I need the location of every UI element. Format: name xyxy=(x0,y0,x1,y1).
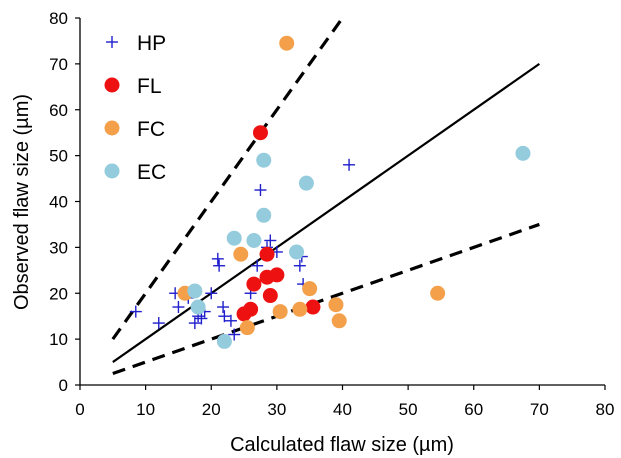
x-tick-label: 80 xyxy=(596,400,615,419)
y-ticks: 0 10 20 30 40 50 60 70 80 xyxy=(49,9,80,395)
parity-line xyxy=(112,62,541,363)
data-point-ec xyxy=(246,232,262,248)
data-point-ec xyxy=(226,230,242,246)
x-tick-label: 30 xyxy=(267,400,286,419)
y-tick-label: 20 xyxy=(49,284,68,303)
data-point-ec xyxy=(515,145,531,161)
x-tick-label: 40 xyxy=(333,400,352,419)
data-point-hp xyxy=(213,259,226,272)
x-tick-label: 60 xyxy=(464,400,483,419)
data-point-hp xyxy=(343,158,356,171)
x-tick-label: 20 xyxy=(202,400,221,419)
data-point-hp xyxy=(211,252,224,265)
data-point-fc xyxy=(328,297,344,313)
legend-marker-fc xyxy=(104,120,120,136)
data-point-hp xyxy=(224,314,237,327)
data-point-ec xyxy=(298,175,314,191)
data-point-ec xyxy=(190,299,206,315)
legend-label-hp: HP xyxy=(137,32,166,55)
bound-line-dashed xyxy=(111,17,344,341)
legend-marker-ec xyxy=(104,163,120,179)
data-point-hp xyxy=(172,301,185,314)
y-tick-label: 80 xyxy=(49,9,68,28)
data-point-fl xyxy=(243,301,259,317)
data-points xyxy=(129,35,531,349)
data-point-hp xyxy=(205,287,218,300)
data-point-fl xyxy=(305,299,321,315)
data-point-fc xyxy=(233,246,249,262)
data-point-hp xyxy=(152,317,165,330)
x-tick-label: 0 xyxy=(75,400,84,419)
data-point-fl xyxy=(269,267,285,283)
y-tick-label: 70 xyxy=(49,55,68,74)
x-tick-label: 10 xyxy=(136,400,155,419)
data-point-hp xyxy=(251,259,264,272)
data-point-hp xyxy=(264,234,277,247)
data-point-fc xyxy=(430,285,446,301)
x-tick-label: 50 xyxy=(399,400,418,419)
y-tick-label: 40 xyxy=(49,193,68,212)
legend-label-fc: FC xyxy=(137,118,165,141)
data-point-hp xyxy=(217,301,230,314)
data-point-fl xyxy=(259,246,275,262)
data-point-fc xyxy=(302,281,318,297)
legend-marker-hp xyxy=(106,36,118,48)
x-tick-label: 70 xyxy=(530,400,549,419)
y-tick-label: 10 xyxy=(49,330,68,349)
legend-marker-fl xyxy=(104,77,120,93)
data-point-hp xyxy=(228,328,241,341)
x-axis-title: Calculated flaw size (µm) xyxy=(230,434,454,456)
data-point-fc xyxy=(331,313,347,329)
data-point-hp xyxy=(293,259,306,272)
data-point-hp xyxy=(188,317,201,330)
data-point-ec xyxy=(216,333,232,349)
y-tick-label: 50 xyxy=(49,147,68,166)
bound-line-dashed xyxy=(112,222,540,376)
legend-label-fl: FL xyxy=(137,75,162,98)
data-point-ec xyxy=(289,244,305,260)
data-point-fl xyxy=(262,288,278,304)
data-point-hp xyxy=(218,310,231,323)
legend-label-ec: EC xyxy=(137,161,166,184)
data-point-fc xyxy=(239,320,255,336)
legend: HP FL FC EC xyxy=(104,32,166,184)
data-point-hp xyxy=(129,305,142,318)
data-point-ec xyxy=(256,152,272,168)
y-tick-label: 0 xyxy=(59,376,68,395)
x-ticks: 0 10 20 30 40 50 60 70 80 xyxy=(75,385,614,419)
reference-lines xyxy=(111,17,541,376)
data-point-fc xyxy=(279,35,295,51)
data-point-fc xyxy=(272,304,288,320)
data-point-hp xyxy=(195,312,208,325)
y-tick-label: 30 xyxy=(49,238,68,257)
data-point-ec xyxy=(187,283,203,299)
y-axis-title: Observed flaw size (µm) xyxy=(11,94,33,310)
y-tick-label: 60 xyxy=(49,101,68,120)
data-point-fl xyxy=(252,125,268,141)
data-point-fl xyxy=(246,276,262,292)
data-point-ec xyxy=(256,207,272,223)
data-point-hp xyxy=(254,184,267,197)
data-point-fc xyxy=(292,301,308,317)
